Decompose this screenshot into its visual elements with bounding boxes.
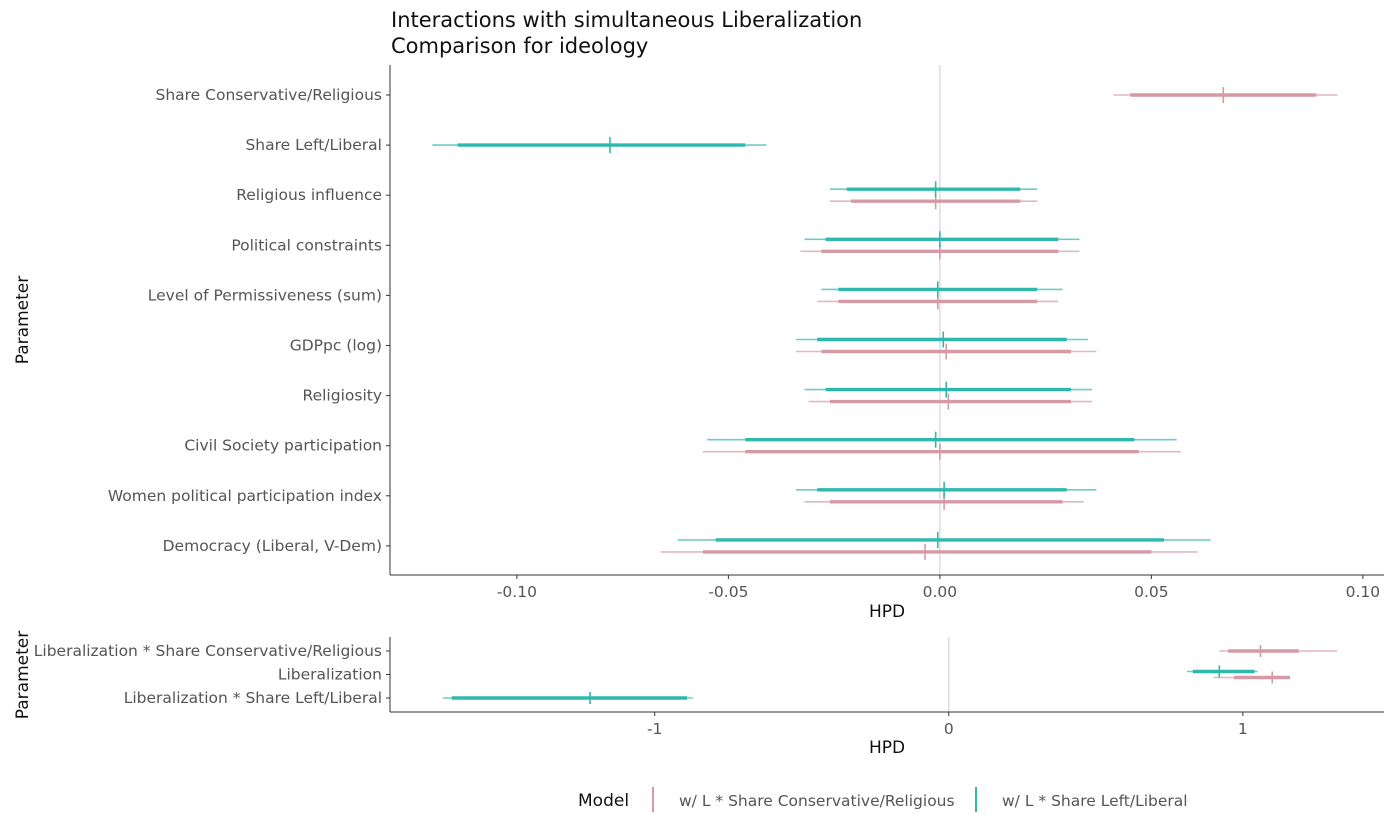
y-tick-label-women-political-participation-index: Women political participation index xyxy=(108,487,382,505)
y-tick-label-gdppc-log: GDPpc (log) xyxy=(290,337,382,355)
y-tick-label-liberalization-share-conservative-religious: Liberalization * Share Conservative/Reli… xyxy=(34,642,382,660)
x-tick-label-1: -0.05 xyxy=(708,583,748,601)
x-tick-label-4: 0.10 xyxy=(1346,583,1381,601)
top-marks xyxy=(432,87,1338,560)
legend: Model w/ L * Share Conservative/Religiou… xyxy=(578,787,1188,812)
x-tick-label-1: 0 xyxy=(944,720,954,738)
x-tick-label-0: -0.10 xyxy=(497,583,537,601)
chart-subtitle: Comparison for ideology xyxy=(391,34,648,58)
y-tick-label-share-left-liberal: Share Left/Liberal xyxy=(245,136,382,154)
y-tick-label-liberalization-share-left-liberal: Liberalization * Share Left/Liberal xyxy=(124,689,382,707)
legend-label-left: w/ L * Share Left/Liberal xyxy=(1002,792,1188,810)
bottom-y-tick-labels: Liberalization * Share Conservative/Reli… xyxy=(34,642,390,707)
panel-bottom: Liberalization * Share Conservative/Reli… xyxy=(13,631,1384,758)
y-tick-label-political-constraints: Political constraints xyxy=(231,236,382,254)
y-tick-label-share-conservative-religious: Share Conservative/Religious xyxy=(155,86,382,104)
top-x-tick-labels: -0.10 -0.05 0.00 0.05 0.10 xyxy=(497,575,1380,601)
top-y-tick-labels: Share Conservative/Religious Share Left/L… xyxy=(108,86,390,555)
legend-title: Model xyxy=(578,791,629,811)
bottom-x-tick-labels: -1 0 1 xyxy=(647,712,1248,738)
x-tick-label-2: 0.00 xyxy=(923,583,958,601)
top-x-axis-label: HPD xyxy=(869,602,905,622)
y-tick-label-liberalization: Liberalization xyxy=(278,666,382,684)
bottom-y-axis-label: Parameter xyxy=(13,631,33,719)
chart-title: Interactions with simultaneous Liberaliz… xyxy=(391,8,862,32)
bottom-marks xyxy=(442,645,1337,704)
y-tick-label-democracy-liberal-v-dem: Democracy (Liberal, V-Dem) xyxy=(163,537,382,555)
y-tick-label-civil-society-participation: Civil Society participation xyxy=(184,437,382,455)
x-tick-label-3: 0.05 xyxy=(1134,583,1169,601)
y-tick-label-religious-influence: Religious influence xyxy=(236,186,382,204)
panel-top: Share Conservative/Religious Share Left/L… xyxy=(13,65,1384,622)
legend-label-conservative: w/ L * Share Conservative/Religious xyxy=(679,792,955,810)
top-y-axis-label: Parameter xyxy=(13,276,33,364)
y-tick-label-level-of-permissiveness-sum: Level of Permissiveness (sum) xyxy=(148,286,382,304)
x-tick-label-2: 1 xyxy=(1238,720,1248,738)
y-tick-label-religiosity: Religiosity xyxy=(303,387,382,405)
bottom-x-axis-label: HPD xyxy=(869,738,905,758)
x-tick-label-0: -1 xyxy=(647,720,662,738)
